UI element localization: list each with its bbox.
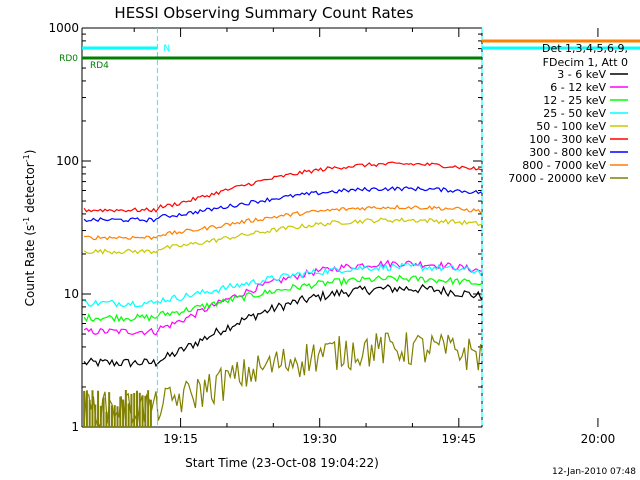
series-line-0-0 [83,283,482,368]
series-line-5-0 [83,161,482,213]
x-tick-label: 19:45 [442,432,477,446]
y-axis-ticks [82,27,482,428]
legend-header-line-1: Det 1,3,4,5,6,9, [542,42,628,55]
legend: Det 1,3,4,5,6,9, FDecim 1, Att 0 3 - 6 k… [508,42,628,185]
y-tick-label: 1000 [48,21,79,35]
y-axis-label: Count Rate (s-1 detector-1) [22,150,37,307]
y-tick-label: 100 [56,154,79,168]
y-tick-label: 1 [71,420,79,434]
legend-label: 800 - 7000 keV [522,159,606,172]
x-axis-label: Start Time (23-Oct-08 19:04:22) [185,456,379,470]
rd0-label: RD0 [59,54,78,64]
legend-label: 300 - 800 keV [529,146,606,159]
legend-label: 25 - 50 keV [543,107,606,120]
x-tick-label: 20:00 [581,432,616,446]
chart-title: HESSI Observing Summary Count Rates [114,4,413,22]
series-line-1-0 [83,259,482,336]
series-line-7-0 [84,204,482,241]
legend-label: 50 - 100 keV [536,120,606,133]
legend-label: 6 - 12 keV [550,81,606,94]
series-layer [83,161,482,427]
legend-label: 7000 - 20000 keV [508,172,606,185]
x-tick-label: 19:30 [302,432,337,446]
legend-label: 12 - 25 keV [543,94,606,107]
series-line-2-0 [83,274,482,323]
series-line-4-0 [83,217,482,255]
series-line-3-0 [83,262,482,308]
x-tick-label: 19:15 [163,432,198,446]
legend-label: 100 - 300 keV [529,133,606,146]
timestamp: 12-Jan-2010 07:48 [552,467,636,477]
y-axis-tick-labels: 1 10 100 1000 [48,21,79,434]
legend-label: 3 - 6 keV [557,68,606,81]
night-label: N [163,44,170,54]
y-tick-label: 10 [64,287,79,301]
series-line-8-0 [83,332,482,427]
legend-header-line-2: FDecim 1, Att 0 [543,56,628,69]
rd4-label: RD4 [90,61,109,71]
marker-layer: NSRD0RD4 [59,28,640,427]
series-line-6-0 [83,186,482,223]
